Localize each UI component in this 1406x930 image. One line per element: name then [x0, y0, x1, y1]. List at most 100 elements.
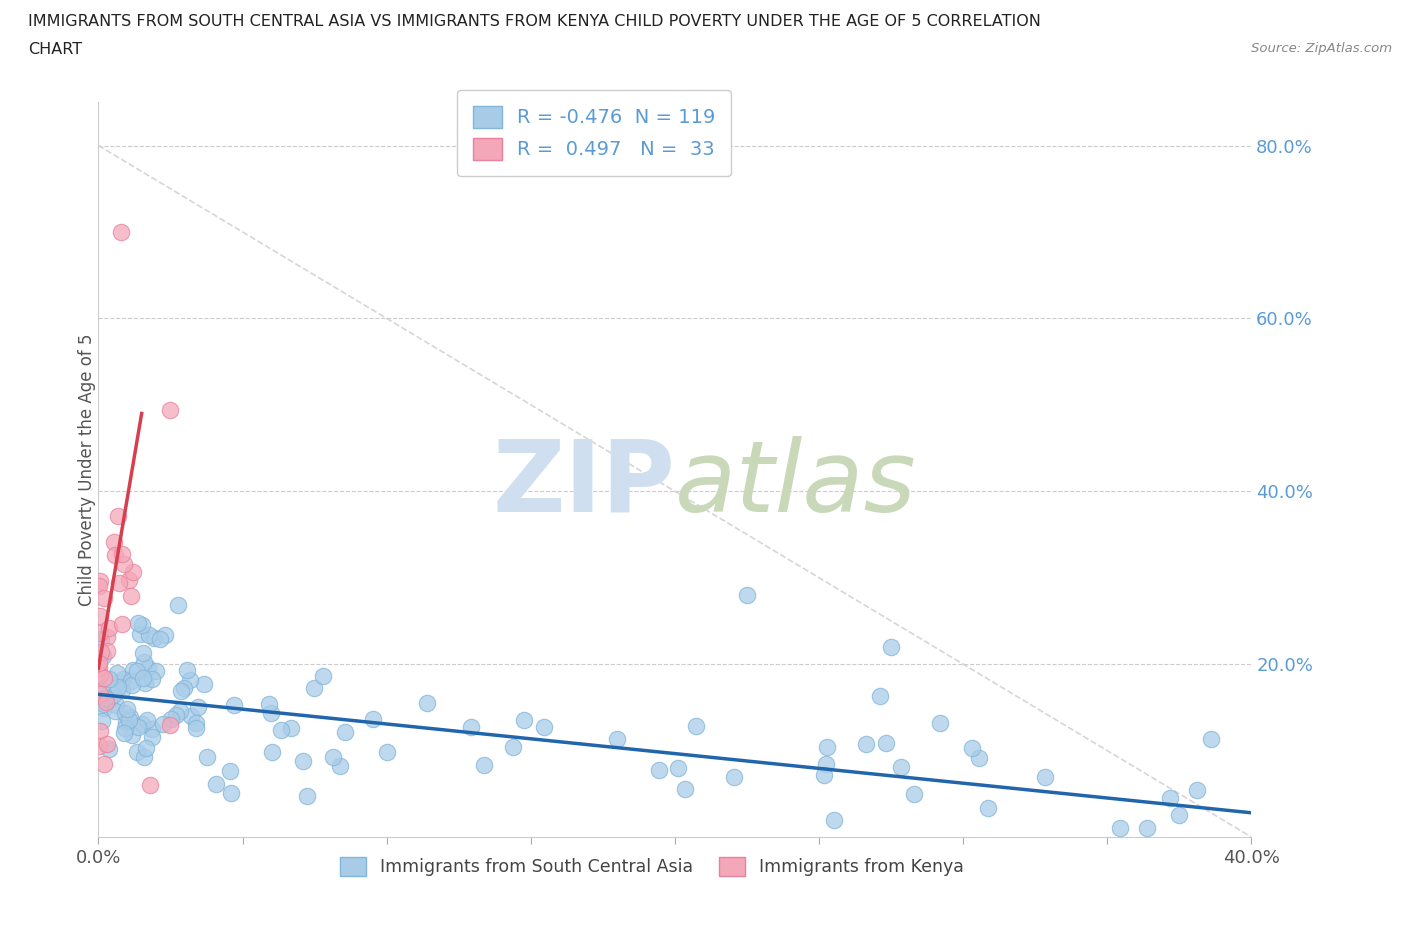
Point [1201, 732, 1223, 747]
Point [1136, 821, 1159, 836]
Point [89, 724, 111, 738]
Point [105, 665, 128, 680]
Point [890, 760, 912, 775]
Point [723, 770, 745, 785]
Point [112, 725, 135, 740]
Point [647, 763, 669, 777]
Point [98, 742, 121, 757]
Point [1159, 790, 1181, 805]
Point [90, 682, 112, 697]
Point [89, 668, 111, 683]
Point [127, 719, 149, 734]
Point [176, 662, 198, 677]
Point [132, 671, 155, 685]
Point [291, 753, 314, 768]
Point [94, 695, 117, 710]
Point [111, 683, 134, 698]
Point [165, 708, 187, 723]
Point [91, 714, 114, 729]
Point [89, 626, 111, 641]
Point [149, 631, 172, 646]
Point [107, 680, 129, 695]
Point [304, 681, 326, 696]
Text: CHART: CHART [28, 42, 82, 57]
Text: atlas: atlas [675, 436, 917, 533]
Point [880, 640, 903, 655]
Point [193, 677, 215, 692]
Point [121, 565, 143, 579]
Point [333, 724, 356, 739]
Point [107, 509, 129, 524]
Point [103, 534, 125, 549]
Point [815, 757, 838, 772]
Point [131, 646, 153, 661]
Point [114, 721, 136, 736]
Point [167, 598, 190, 613]
Point [823, 813, 845, 828]
Point [141, 729, 163, 744]
Point [184, 720, 207, 735]
Point [297, 788, 319, 803]
Point [118, 710, 141, 724]
Point [96, 630, 118, 644]
Point [969, 751, 991, 765]
Legend: Immigrants from South Central Asia, Immigrants from Kenya: Immigrants from South Central Asia, Immi… [333, 850, 970, 883]
Point [173, 681, 195, 696]
Point [180, 709, 202, 724]
Point [89, 609, 111, 624]
Point [152, 716, 174, 731]
Point [120, 673, 142, 688]
Point [472, 758, 495, 773]
Point [153, 628, 176, 643]
Point [104, 698, 127, 712]
Point [138, 660, 160, 675]
Point [159, 403, 181, 418]
Point [138, 627, 160, 642]
Point [93, 697, 115, 711]
Point [280, 720, 302, 735]
Point [93, 700, 115, 715]
Point [89, 739, 111, 754]
Point [187, 700, 209, 715]
Point [270, 723, 292, 737]
Point [136, 712, 159, 727]
Point [513, 712, 536, 727]
Point [93, 591, 115, 605]
Point [533, 720, 555, 735]
Point [120, 589, 142, 604]
Point [184, 716, 207, 731]
Point [110, 224, 132, 239]
Y-axis label: Child Poverty Under the Age of 5: Child Poverty Under the Age of 5 [79, 333, 96, 606]
Point [104, 548, 127, 563]
Point [139, 777, 162, 792]
Point [108, 576, 131, 591]
Point [111, 671, 134, 686]
Point [260, 706, 283, 721]
Point [875, 736, 897, 751]
Point [141, 671, 163, 686]
Point [460, 720, 482, 735]
Point [111, 617, 134, 631]
Point [363, 711, 385, 726]
Point [1109, 821, 1132, 836]
Text: ZIP: ZIP [492, 436, 675, 533]
Text: Source: ZipAtlas.com: Source: ZipAtlas.com [1251, 42, 1392, 55]
Point [311, 669, 333, 684]
Point [329, 759, 352, 774]
Point [90, 631, 112, 646]
Point [97, 691, 120, 706]
Point [134, 750, 156, 764]
Point [93, 671, 115, 685]
Point [218, 764, 240, 778]
Point [131, 717, 153, 732]
Point [160, 711, 183, 726]
Point [131, 618, 153, 632]
Point [127, 616, 149, 631]
Point [89, 573, 111, 588]
Point [1167, 807, 1189, 822]
Point [416, 696, 439, 711]
Point [101, 687, 124, 702]
Point [1033, 769, 1056, 784]
Point [159, 717, 181, 732]
Point [89, 656, 111, 671]
